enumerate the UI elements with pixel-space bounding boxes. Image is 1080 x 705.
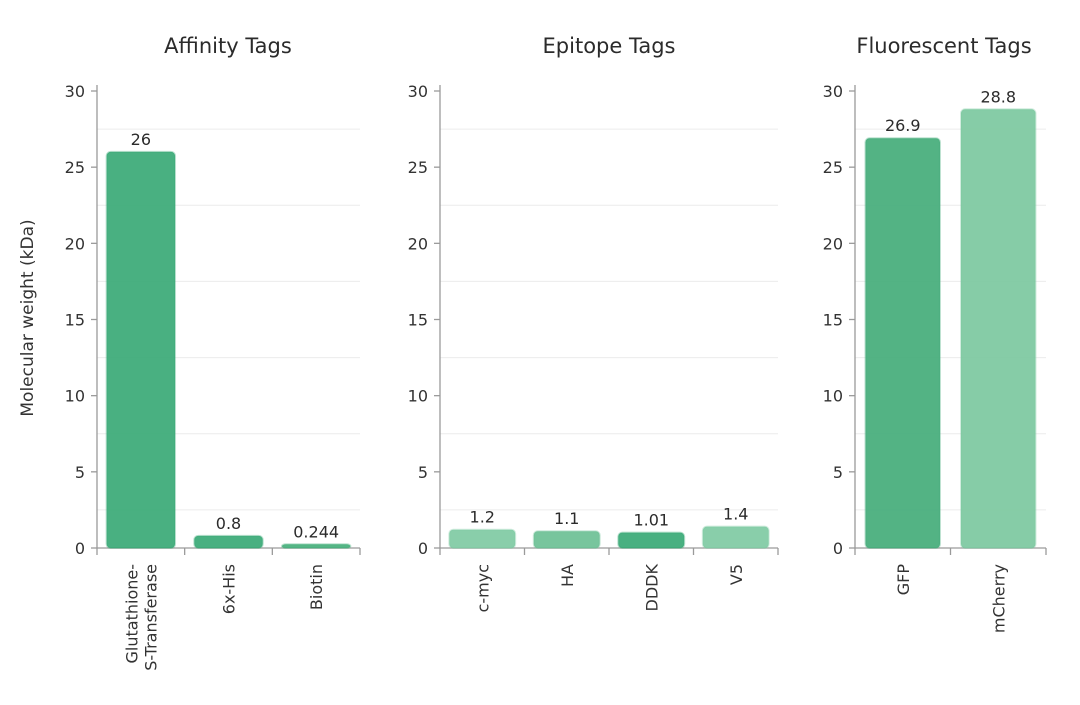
category-label: HA [558, 564, 577, 587]
category-label-line: Biotin [307, 564, 326, 610]
y-tick-label: 20 [408, 234, 428, 253]
y-tick-label: 10 [408, 387, 428, 406]
bar [448, 528, 517, 549]
y-tick-label: 5 [418, 463, 428, 482]
category-label: 6x-His [220, 564, 239, 614]
panel-title: Affinity Tags [164, 34, 292, 58]
category-label: DDDK [642, 563, 661, 611]
chart-panels: Affinity Tags 0 5 10 15 20 25 30 26 Glutathione-S… [65, 34, 1047, 671]
bar [701, 525, 770, 550]
data-label: 1.2 [470, 508, 495, 527]
y-tick-label: 25 [65, 158, 85, 177]
category-label: GFP [894, 564, 913, 596]
y-tick-label: 25 [823, 158, 843, 177]
category-label: c-myc [473, 564, 492, 612]
data-label: 1.1 [554, 509, 579, 528]
data-label: 26.9 [885, 116, 921, 135]
data-label: 1.4 [723, 505, 748, 524]
y-tick-label: 30 [823, 82, 843, 101]
y-tick-label: 10 [65, 387, 85, 406]
category-label-line: DDDK [642, 563, 661, 611]
category-label-line: 6x-His [220, 564, 239, 614]
panel-title: Fluorescent Tags [856, 34, 1031, 58]
data-label: 1.01 [633, 511, 669, 530]
y-tick-label: 10 [823, 387, 843, 406]
panel-3: Fluorescent Tags 0 5 10 15 20 25 30 26.9 GFP 28.8 m… [823, 34, 1047, 633]
data-label: 0.8 [216, 514, 241, 533]
category-label: mCherry [989, 564, 1008, 633]
category-label-line: Glutathione- [122, 564, 141, 663]
y-tick-label: 30 [408, 82, 428, 101]
panel-title: Epitope Tags [543, 34, 676, 58]
panel-1: Affinity Tags 0 5 10 15 20 25 30 26 Glutathione-S… [65, 34, 361, 671]
bar [617, 531, 686, 549]
category-label-line: GFP [894, 564, 913, 596]
bar [864, 137, 941, 549]
category-label: V5 [727, 564, 746, 585]
category-label: Biotin [307, 564, 326, 610]
bar [960, 108, 1037, 549]
category-label-line: V5 [727, 564, 746, 585]
y-tick-label: 15 [408, 311, 428, 330]
y-tick-label: 15 [823, 311, 843, 330]
bar [280, 543, 352, 550]
y-axis-label: Molecular weight (kDa) [18, 219, 38, 416]
y-tick-label: 0 [418, 539, 428, 558]
bar [193, 534, 264, 550]
y-tick-label: 20 [65, 234, 85, 253]
y-tick-label: 5 [833, 463, 843, 482]
y-tick-label: 0 [833, 539, 843, 558]
category-label-line: c-myc [473, 564, 492, 612]
category-label: Glutathione-S-Transferase [122, 564, 160, 671]
data-label: 28.8 [980, 87, 1016, 106]
panel-2: Epitope Tags 0 5 10 15 20 25 30 1.2 c-myc 1.1 HA 1.0… [408, 34, 779, 612]
y-tick-label: 15 [65, 311, 85, 330]
bar [532, 530, 601, 550]
data-label: 26 [131, 130, 151, 149]
category-label-line: S-Transferase [141, 564, 160, 671]
bar [105, 150, 177, 550]
y-tick-label: 25 [408, 158, 428, 177]
y-tick-label: 0 [75, 539, 85, 558]
y-tick-label: 5 [75, 463, 85, 482]
category-label-line: HA [558, 564, 577, 587]
data-label: 0.244 [293, 522, 339, 541]
y-tick-label: 20 [823, 234, 843, 253]
category-label-line: mCherry [989, 564, 1008, 633]
y-tick-label: 30 [65, 82, 85, 101]
